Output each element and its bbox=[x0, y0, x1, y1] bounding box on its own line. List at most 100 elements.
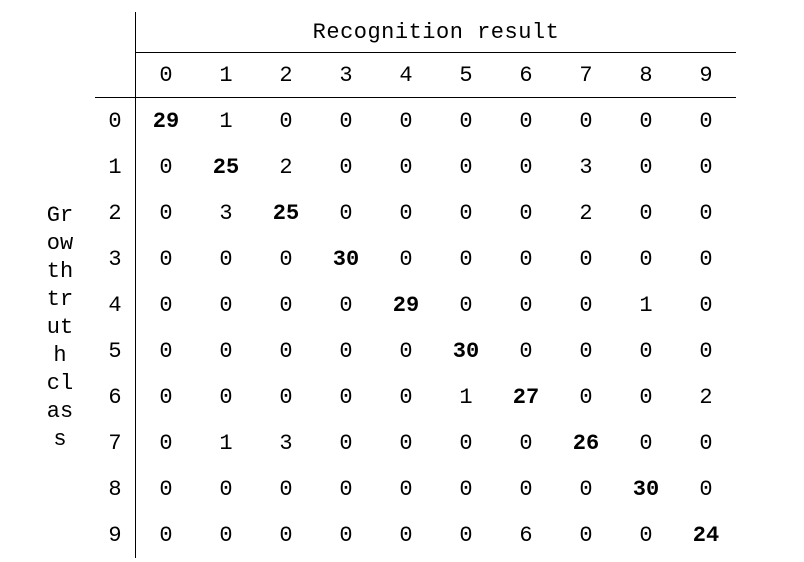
cell-2-5: 0 bbox=[436, 190, 496, 236]
row-header-9: 9 bbox=[95, 512, 136, 558]
cell-7-7: 26 bbox=[556, 420, 616, 466]
cell-3-0: 0 bbox=[136, 236, 197, 282]
cell-1-8: 0 bbox=[616, 144, 676, 190]
cell-3-9: 0 bbox=[676, 236, 736, 282]
row-header-5: 5 bbox=[95, 328, 136, 374]
col-header-9: 9 bbox=[676, 53, 736, 98]
cell-4-7: 0 bbox=[556, 282, 616, 328]
cell-0-8: 0 bbox=[616, 98, 676, 145]
cell-8-0: 0 bbox=[136, 466, 197, 512]
col-header-0: 0 bbox=[136, 53, 197, 98]
cell-5-5: 30 bbox=[436, 328, 496, 374]
cell-2-3: 0 bbox=[316, 190, 376, 236]
cell-5-2: 0 bbox=[256, 328, 316, 374]
y-axis-title: Growth truth class bbox=[25, 98, 95, 559]
blank-corner-2 bbox=[95, 12, 136, 53]
cell-0-4: 0 bbox=[376, 98, 436, 145]
row-header-3: 3 bbox=[95, 236, 136, 282]
col-header-2: 2 bbox=[256, 53, 316, 98]
col-header-5: 5 bbox=[436, 53, 496, 98]
cell-9-8: 0 bbox=[616, 512, 676, 558]
cell-0-6: 0 bbox=[496, 98, 556, 145]
cell-1-2: 2 bbox=[256, 144, 316, 190]
cell-1-5: 0 bbox=[436, 144, 496, 190]
cell-3-3: 30 bbox=[316, 236, 376, 282]
cell-4-4: 29 bbox=[376, 282, 436, 328]
cell-8-7: 0 bbox=[556, 466, 616, 512]
cell-2-9: 0 bbox=[676, 190, 736, 236]
cell-8-9: 0 bbox=[676, 466, 736, 512]
cell-4-5: 0 bbox=[436, 282, 496, 328]
cell-5-3: 0 bbox=[316, 328, 376, 374]
col-header-3: 3 bbox=[316, 53, 376, 98]
col-header-6: 6 bbox=[496, 53, 556, 98]
cell-9-3: 0 bbox=[316, 512, 376, 558]
cell-2-8: 0 bbox=[616, 190, 676, 236]
cell-6-5: 1 bbox=[436, 374, 496, 420]
col-header-7: 7 bbox=[556, 53, 616, 98]
cell-8-8: 30 bbox=[616, 466, 676, 512]
cell-8-2: 0 bbox=[256, 466, 316, 512]
x-axis-title: Recognition result bbox=[136, 12, 737, 53]
cell-6-3: 0 bbox=[316, 374, 376, 420]
cell-4-0: 0 bbox=[136, 282, 197, 328]
confusion-matrix-table: Recognition result 0 1 2 3 4 5 6 7 8 9 G… bbox=[25, 12, 736, 558]
cell-0-7: 0 bbox=[556, 98, 616, 145]
cell-4-6: 0 bbox=[496, 282, 556, 328]
cell-7-9: 0 bbox=[676, 420, 736, 466]
cell-5-6: 0 bbox=[496, 328, 556, 374]
col-header-1: 1 bbox=[196, 53, 256, 98]
cell-9-7: 0 bbox=[556, 512, 616, 558]
row-header-8: 8 bbox=[95, 466, 136, 512]
cell-7-5: 0 bbox=[436, 420, 496, 466]
cell-0-9: 0 bbox=[676, 98, 736, 145]
cell-0-2: 0 bbox=[256, 98, 316, 145]
cell-4-3: 0 bbox=[316, 282, 376, 328]
cell-0-5: 0 bbox=[436, 98, 496, 145]
cell-9-5: 0 bbox=[436, 512, 496, 558]
blank-corner-1 bbox=[25, 12, 95, 53]
cell-6-1: 0 bbox=[196, 374, 256, 420]
cell-1-3: 0 bbox=[316, 144, 376, 190]
cell-9-6: 6 bbox=[496, 512, 556, 558]
cell-0-3: 0 bbox=[316, 98, 376, 145]
cell-3-4: 0 bbox=[376, 236, 436, 282]
cell-3-1: 0 bbox=[196, 236, 256, 282]
cell-6-8: 0 bbox=[616, 374, 676, 420]
col-header-8: 8 bbox=[616, 53, 676, 98]
row-header-7: 7 bbox=[95, 420, 136, 466]
cell-3-6: 0 bbox=[496, 236, 556, 282]
cell-5-7: 0 bbox=[556, 328, 616, 374]
cell-3-5: 0 bbox=[436, 236, 496, 282]
cell-7-3: 0 bbox=[316, 420, 376, 466]
cell-8-6: 0 bbox=[496, 466, 556, 512]
cell-1-9: 0 bbox=[676, 144, 736, 190]
cell-3-8: 0 bbox=[616, 236, 676, 282]
cell-2-7: 2 bbox=[556, 190, 616, 236]
cell-5-0: 0 bbox=[136, 328, 197, 374]
y-axis-title-text: Growth truth class bbox=[46, 202, 74, 454]
blank-corner-4 bbox=[95, 53, 136, 98]
cell-4-1: 0 bbox=[196, 282, 256, 328]
cell-0-1: 1 bbox=[196, 98, 256, 145]
row-header-6: 6 bbox=[95, 374, 136, 420]
cell-9-1: 0 bbox=[196, 512, 256, 558]
cell-4-2: 0 bbox=[256, 282, 316, 328]
cell-5-1: 0 bbox=[196, 328, 256, 374]
cell-9-2: 0 bbox=[256, 512, 316, 558]
row-header-0: 0 bbox=[95, 98, 136, 145]
cell-5-4: 0 bbox=[376, 328, 436, 374]
cell-7-0: 0 bbox=[136, 420, 197, 466]
cell-2-4: 0 bbox=[376, 190, 436, 236]
cell-6-6: 27 bbox=[496, 374, 556, 420]
cell-1-7: 3 bbox=[556, 144, 616, 190]
cell-4-9: 0 bbox=[676, 282, 736, 328]
cell-8-4: 0 bbox=[376, 466, 436, 512]
cell-8-3: 0 bbox=[316, 466, 376, 512]
cell-9-4: 0 bbox=[376, 512, 436, 558]
cell-2-0: 0 bbox=[136, 190, 197, 236]
cell-7-4: 0 bbox=[376, 420, 436, 466]
cell-2-6: 0 bbox=[496, 190, 556, 236]
cell-7-6: 0 bbox=[496, 420, 556, 466]
cell-8-1: 0 bbox=[196, 466, 256, 512]
